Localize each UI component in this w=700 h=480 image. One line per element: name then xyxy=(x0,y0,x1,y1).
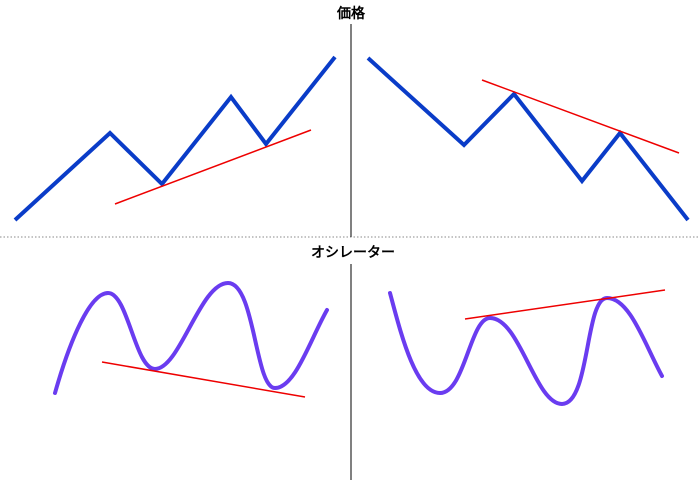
trend-line xyxy=(114,129,312,205)
trend-line xyxy=(464,289,666,320)
price-line xyxy=(13,55,337,222)
trend-line xyxy=(101,361,306,398)
price-label: 価格 xyxy=(336,5,366,22)
price-line xyxy=(366,56,690,222)
oscillator-curve xyxy=(53,280,329,395)
trend-line xyxy=(481,79,680,154)
oscillator-label: オシレーター xyxy=(311,245,395,261)
